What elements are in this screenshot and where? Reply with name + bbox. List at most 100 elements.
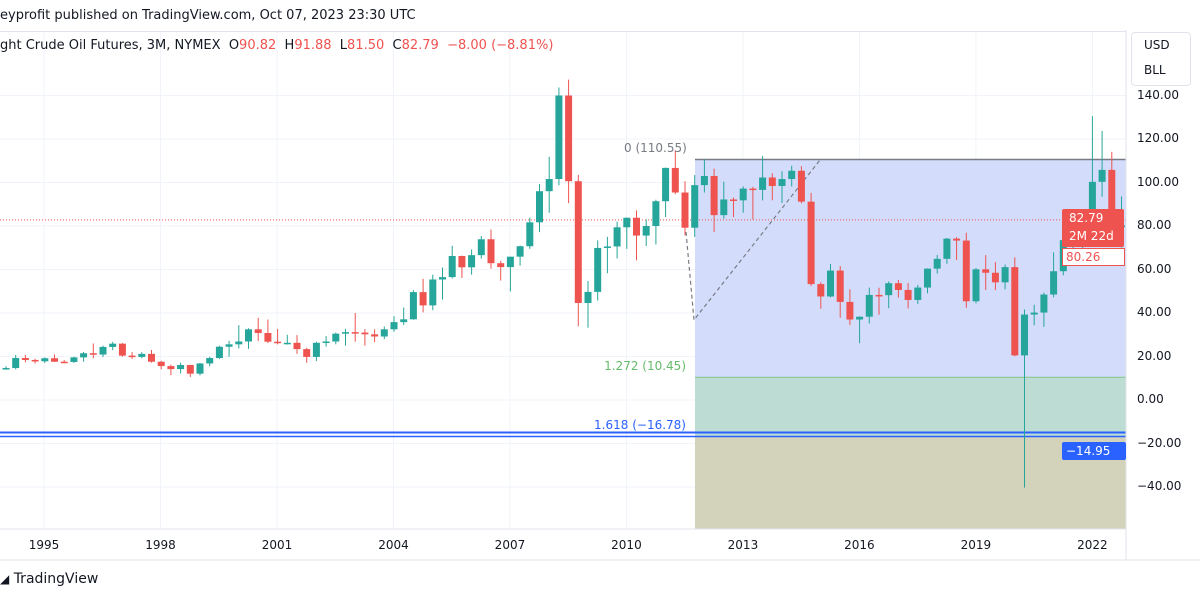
candle: [739, 186, 747, 213]
candle-body: [574, 181, 582, 303]
unit-label: BLL: [1144, 63, 1166, 77]
candle-body: [817, 284, 825, 297]
candle-body: [245, 329, 252, 342]
candle: [972, 267, 980, 304]
candle: [196, 363, 204, 376]
symbol-name: ght Crude Oil Futures, 3M, NYMEX: [0, 38, 221, 53]
low-label: L: [339, 38, 348, 53]
publish-info: eyprofit published on TradingView.com, O…: [0, 8, 416, 23]
candle: [856, 316, 864, 344]
tradingview-footer[interactable]: ◢ TradingView: [0, 571, 98, 587]
candle-body: [497, 263, 505, 268]
candle-body: [167, 366, 175, 370]
candle-body: [865, 294, 873, 317]
candle-body: [41, 358, 49, 362]
candle: [506, 256, 514, 292]
candle-body: [448, 256, 456, 278]
x-tick-label: 2004: [378, 538, 409, 552]
candle: [235, 325, 243, 349]
candle-body: [99, 346, 107, 355]
candle: [885, 281, 893, 309]
candle: [797, 166, 805, 204]
candle: [817, 282, 825, 309]
candle-body: [109, 343, 117, 347]
brand-name: TradingView: [13, 571, 99, 587]
candle-body: [671, 167, 679, 193]
candle: [836, 266, 844, 318]
fib-extension-drawing[interactable]: [0, 158, 1126, 529]
candle-body: [788, 170, 796, 180]
bar-countdown: 2M 22d: [1069, 229, 1114, 243]
candle-body: [177, 364, 185, 370]
candle: [439, 267, 446, 300]
candle: [652, 199, 660, 245]
overlay-lines: [0, 159, 1126, 434]
candle: [594, 240, 602, 301]
candle-body: [730, 199, 737, 201]
y-tick-label: 100.00: [1137, 174, 1179, 189]
candle: [468, 249, 476, 275]
candle-body: [128, 355, 136, 358]
candle-body: [322, 341, 330, 343]
candle-body: [545, 179, 553, 192]
high-value: 91.88: [294, 38, 332, 53]
candle: [458, 255, 466, 278]
candle: [70, 356, 78, 364]
candle-body: [856, 316, 864, 320]
candle-body: [439, 277, 446, 280]
candle-body: [700, 175, 708, 186]
symbol-legend[interactable]: ght Crude Oil Futures, 3M, NYMEX O90.82 …: [0, 38, 553, 53]
horizontal-line-price-label: −14.95: [1062, 442, 1126, 460]
last-price-label: 82.79 2M 22d: [1062, 209, 1124, 247]
x-tick-label: 2022: [1077, 538, 1108, 552]
candle: [681, 181, 689, 236]
candle-body: [565, 95, 573, 182]
candle-body: [31, 359, 39, 362]
candle: [982, 255, 990, 290]
candle: [642, 219, 650, 247]
candle-body: [1098, 169, 1106, 182]
candle: [21, 354, 29, 363]
candle-body: [264, 333, 272, 342]
fib-zone-below-1618: [695, 436, 1126, 529]
candle: [322, 336, 330, 347]
candle: [138, 352, 146, 359]
candle-body: [293, 342, 301, 350]
candle: [448, 245, 456, 279]
candle: [526, 217, 534, 249]
currency-unit-selector[interactable]: USD BLL: [1131, 32, 1191, 86]
candle-body: [584, 291, 592, 303]
candle-body: [943, 238, 951, 259]
candle: [555, 87, 563, 186]
candle-body: [875, 294, 883, 297]
candle: [167, 364, 175, 376]
candle-body: [633, 217, 640, 236]
candle: [206, 356, 214, 367]
x-tick-label: 2013: [727, 538, 759, 552]
candle-body: [972, 269, 980, 302]
fib-label-1272: 1.272 (10.45): [604, 359, 686, 373]
candle-body: [60, 361, 68, 364]
candle-body: [274, 341, 282, 344]
candle-body: [1011, 267, 1019, 356]
low-value: 81.50: [347, 38, 385, 53]
x-tick-label: 2010: [611, 538, 642, 552]
candle-body: [429, 279, 437, 306]
candle-body: [662, 167, 670, 202]
candle: [759, 155, 767, 201]
candle: [148, 349, 155, 363]
candle: [80, 351, 88, 362]
candle-body: [846, 301, 854, 320]
candle-body: [12, 358, 20, 369]
candle-body: [1050, 271, 1058, 295]
candle-body: [21, 358, 29, 360]
candle: [875, 287, 883, 315]
candle-body: [885, 283, 893, 296]
candle: [99, 345, 107, 358]
candle-body: [894, 283, 902, 290]
candle: [215, 345, 223, 359]
candle: [991, 262, 999, 291]
fib-label-1618: 1.618 (−16.78): [594, 418, 686, 432]
x-tick-label: 1998: [145, 538, 176, 552]
